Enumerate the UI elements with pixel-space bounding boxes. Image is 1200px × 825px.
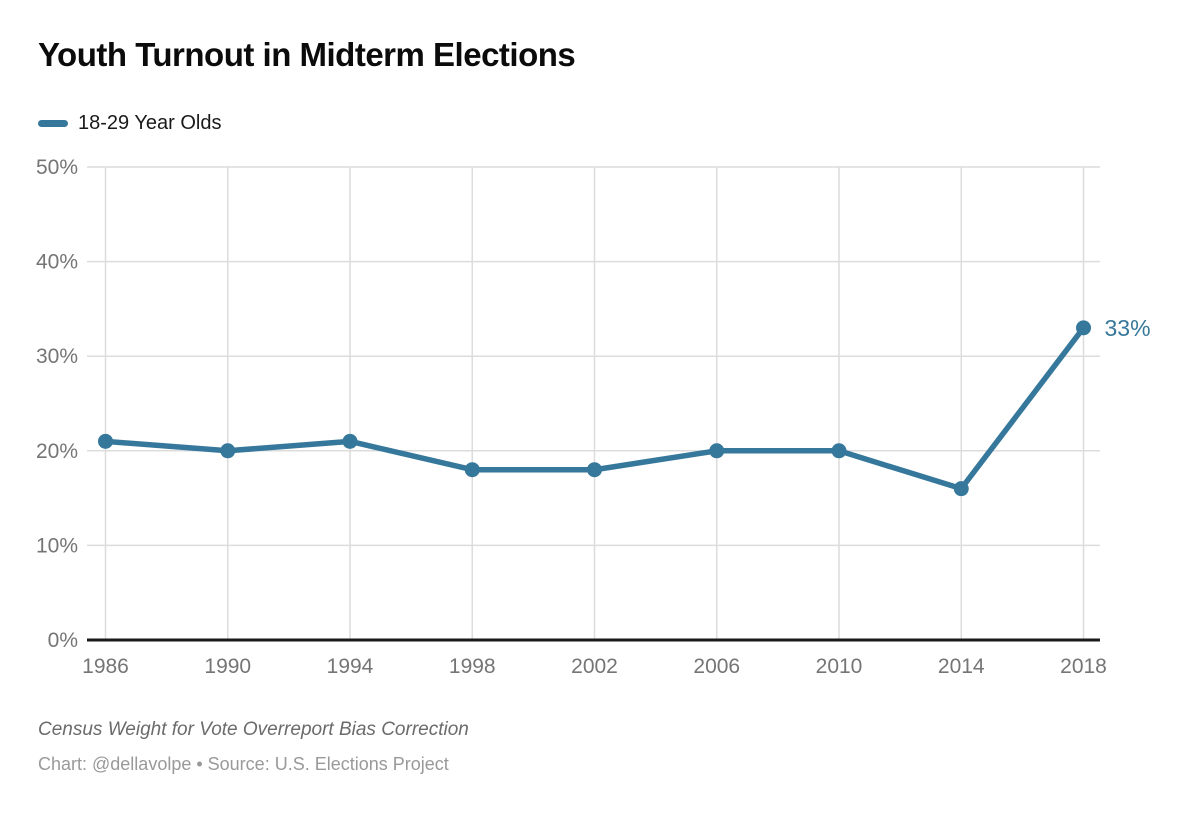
y-tick-label: 50% — [36, 156, 78, 179]
line-chart: 0% 10% 20% 30% 40% 50% 1986 1990 1994 1998 2002 200… — [36, 156, 1151, 678]
data-point — [464, 462, 480, 478]
legend-line-swatch — [38, 120, 68, 127]
x-tick-label: 2014 — [938, 655, 985, 678]
legend-label: 18-29 Year Olds — [78, 112, 222, 134]
chart-note: Census Weight for Vote Overreport Bias C… — [38, 719, 469, 740]
x-tick-label: 1998 — [449, 655, 496, 678]
data-point — [953, 481, 969, 497]
data-point — [587, 462, 602, 478]
legend: 18-29 Year Olds — [38, 112, 221, 135]
data-point — [342, 433, 358, 449]
data-point — [831, 443, 847, 459]
x-tick-label: 1990 — [204, 655, 251, 678]
x-tick-label: 2006 — [693, 655, 740, 678]
data-point — [98, 433, 113, 449]
y-tick-label: 40% — [36, 251, 78, 274]
x-tick-label: 2002 — [571, 655, 618, 678]
y-tick-label: 20% — [36, 440, 78, 463]
y-tick-label: 0% — [48, 629, 78, 652]
data-point — [709, 443, 725, 459]
y-tick-label: 30% — [36, 345, 78, 368]
chart-title: Youth Turnout in Midterm Elections — [38, 36, 576, 73]
x-tick-label: 1994 — [327, 655, 374, 678]
x-tick-label: 2018 — [1060, 655, 1107, 678]
x-tick-label: 1986 — [82, 655, 129, 678]
data-point — [220, 443, 236, 459]
chart-byline: Chart: @dellavolpe • Source: U.S. Electi… — [38, 754, 449, 774]
x-tick-label: 2010 — [816, 655, 863, 678]
y-tick-label: 10% — [36, 534, 78, 557]
data-point-label: 33% — [1105, 315, 1151, 341]
data-point — [1076, 320, 1091, 336]
